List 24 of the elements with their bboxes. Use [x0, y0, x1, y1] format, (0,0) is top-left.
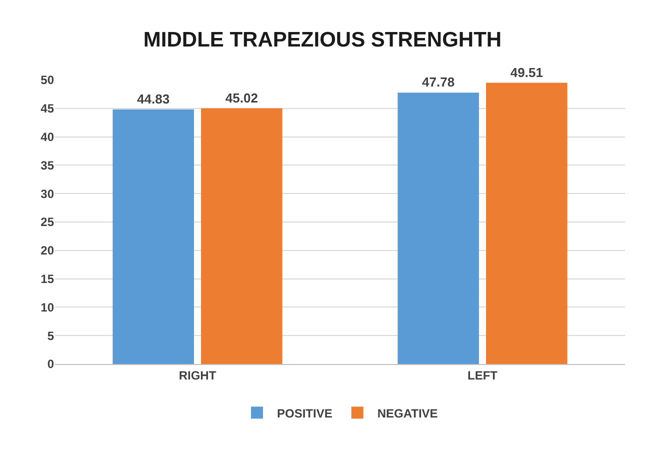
- chart-title: MIDDLE TRAPEZIOUS STRENGHTH: [143, 28, 502, 52]
- x-tick-label: LEFT: [468, 368, 498, 382]
- y-tick-label: 5: [47, 328, 54, 343]
- legend-label: NEGATIVE: [377, 406, 438, 420]
- legend-label: POSITIVE: [277, 406, 332, 420]
- y-tick-label: 40: [40, 130, 54, 144]
- y-tick-label: 30: [40, 186, 54, 201]
- data-label: 44.83: [137, 91, 170, 106]
- x-tick-label: RIGHT: [178, 368, 217, 382]
- bar: [112, 109, 194, 364]
- y-tick-label: 45: [40, 102, 54, 116]
- y-tick-label: 35: [40, 158, 54, 172]
- bar: [398, 92, 479, 364]
- y-tick-label: 50: [40, 73, 54, 88]
- y-tick-label: 15: [40, 272, 54, 286]
- data-label: 45.02: [225, 90, 258, 106]
- bar: [201, 108, 282, 364]
- data-label: 49.51: [510, 64, 543, 80]
- y-tick-label: 20: [40, 244, 54, 258]
- y-tick-label: 0: [47, 357, 54, 372]
- y-tick-label: 25: [40, 215, 54, 230]
- data-label: 47.78: [422, 74, 455, 90]
- y-tick-label: 10: [40, 300, 54, 314]
- bar: [486, 82, 568, 364]
